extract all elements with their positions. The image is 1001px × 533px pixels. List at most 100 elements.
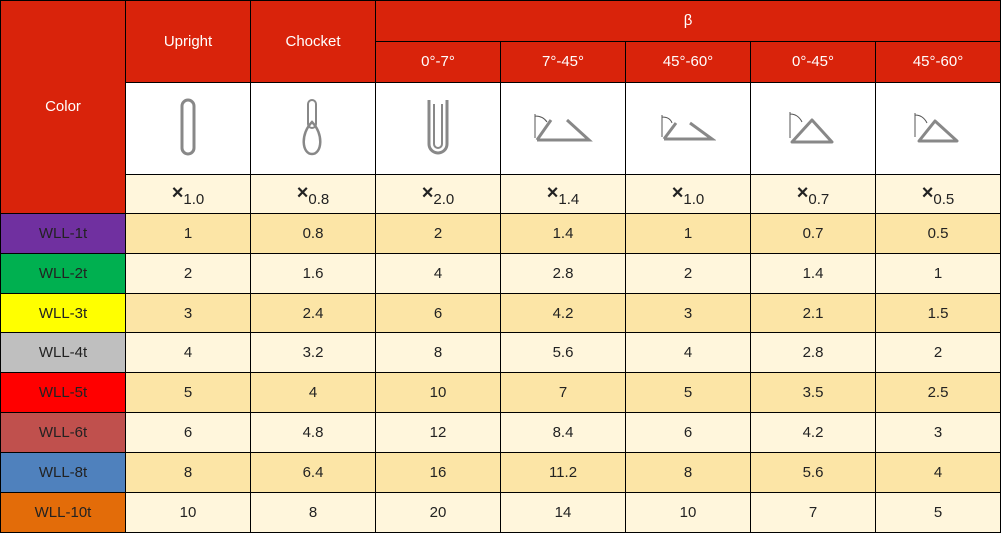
basket-angle-45-60-icon <box>625 81 751 175</box>
wll-label: WLL-4t <box>0 332 126 374</box>
wll-value: 2.8 <box>500 252 626 294</box>
wll-value: 16 <box>375 452 501 494</box>
wll-value: 4.2 <box>500 292 626 334</box>
multiply-icon: × <box>546 182 559 205</box>
wll-value: 2 <box>625 252 751 294</box>
table-row: WLL-10t 10 8 20 14 10 7 5 <box>0 492 1001 533</box>
multiplier-value: 0.8 <box>308 191 330 209</box>
wll-label: WLL-1t <box>0 212 126 254</box>
wll-label: WLL-3t <box>0 292 126 334</box>
wll-value: 8 <box>625 452 751 494</box>
table-row: WLL-3t 3 2.4 6 4.2 3 2.1 1.5 <box>0 292 1001 334</box>
upright-header: Upright <box>125 0 251 83</box>
table-row: WLL-4t 4 3.2 8 5.6 4 2.8 2 <box>0 332 1001 374</box>
basket-vertical-icon <box>375 81 501 175</box>
wll-value: 5.6 <box>750 452 876 494</box>
triangle-angle-0-45-icon <box>750 81 876 175</box>
multiplier-value: 0.7 <box>808 191 830 209</box>
wll-value: 1 <box>625 212 751 254</box>
wll-value: 2 <box>874 332 1001 374</box>
upright-loop-icon <box>125 81 251 175</box>
multiplier-value: 2.0 <box>433 191 455 209</box>
wll-value: 8 <box>250 492 376 533</box>
wll-value: 1.4 <box>750 252 876 294</box>
wll-value: 20 <box>375 492 501 533</box>
wll-value: 3 <box>874 412 1001 454</box>
wll-value: 12 <box>375 412 501 454</box>
wll-value: 2.4 <box>250 292 376 334</box>
wll-label: WLL-5t <box>0 372 126 414</box>
wll-label: WLL-2t <box>0 252 126 294</box>
wll-value: 2 <box>375 212 501 254</box>
wll-label: WLL-6t <box>0 412 126 454</box>
wll-value: 8 <box>375 332 501 374</box>
multiplier-cell: ×1.4 <box>500 173 626 214</box>
wll-value: 10 <box>125 492 251 533</box>
wll-value: 3.2 <box>250 332 376 374</box>
wll-label: WLL-10t <box>0 492 126 533</box>
color-header: Color <box>0 0 126 214</box>
wll-value: 7 <box>750 492 876 533</box>
wll-value: 10 <box>625 492 751 533</box>
wll-value: 6.4 <box>250 452 376 494</box>
multiplier-value: 0.5 <box>933 191 955 209</box>
multiplier-value: 1.4 <box>558 191 580 209</box>
multiplier-cell: ×0.7 <box>750 173 876 214</box>
wll-value: 2.5 <box>874 372 1001 414</box>
multiply-icon: × <box>171 182 184 205</box>
table-row: WLL-1t 1 0.8 2 1.4 1 0.7 0.5 <box>0 212 1001 254</box>
table-row: WLL-2t 2 1.6 4 2.8 2 1.4 1 <box>0 252 1001 294</box>
wll-value: 6 <box>625 412 751 454</box>
wll-value: 2.8 <box>750 332 876 374</box>
wll-value: 0.7 <box>750 212 876 254</box>
wll-value: 10 <box>375 372 501 414</box>
wll-value: 4.2 <box>750 412 876 454</box>
wll-value: 4 <box>250 372 376 414</box>
multiply-icon: × <box>796 182 809 205</box>
wll-value: 5 <box>125 372 251 414</box>
wll-value: 3 <box>125 292 251 334</box>
wll-value: 1.5 <box>874 292 1001 334</box>
beta-header: β <box>374 0 1001 42</box>
wll-label: WLL-8t <box>0 452 126 494</box>
basket-angle-7-45-icon <box>500 81 626 175</box>
angle-header: 45°-60° <box>874 40 1001 83</box>
table-row: WLL-6t 6 4.8 12 8.4 6 4.2 3 <box>0 412 1001 454</box>
chocket-header: Chocket <box>250 0 376 83</box>
wll-value: 1 <box>874 252 1001 294</box>
wll-value: 5 <box>625 372 751 414</box>
wll-value: 1.6 <box>250 252 376 294</box>
wll-value: 5 <box>874 492 1001 533</box>
wll-value: 2.1 <box>750 292 876 334</box>
wll-value: 4 <box>375 252 501 294</box>
wll-value: 14 <box>500 492 626 533</box>
wll-value: 7 <box>500 372 626 414</box>
triangle-angle-45-60-icon <box>874 81 1001 175</box>
wll-value: 4 <box>125 332 251 374</box>
wll-value: 6 <box>125 412 251 454</box>
wll-value: 1.4 <box>500 212 626 254</box>
choker-hitch-icon <box>250 81 376 175</box>
wll-value: 3 <box>625 292 751 334</box>
wll-value: 4 <box>874 452 1001 494</box>
multiplier-cell: ×0.8 <box>250 173 376 214</box>
wll-value: 5.6 <box>500 332 626 374</box>
wll-value: 8 <box>125 452 251 494</box>
wll-value: 4 <box>625 332 751 374</box>
angle-header: 7°-45° <box>500 40 626 83</box>
table-row: WLL-5t 5 4 10 7 5 3.5 2.5 <box>0 372 1001 414</box>
wll-value: 8.4 <box>500 412 626 454</box>
wll-value: 6 <box>375 292 501 334</box>
angle-header: 45°-60° <box>625 40 751 83</box>
multiply-icon: × <box>296 182 309 205</box>
wll-value: 11.2 <box>500 452 626 494</box>
multiplier-value: 1.0 <box>183 191 205 209</box>
table-row: WLL-8t 8 6.4 16 11.2 8 5.6 4 <box>0 452 1001 494</box>
angle-header: 0°-7° <box>375 40 501 83</box>
multiplier-cell: ×1.0 <box>625 173 751 214</box>
angle-header: 0°-45° <box>750 40 876 83</box>
multiply-icon: × <box>671 182 684 205</box>
wll-value: 4.8 <box>250 412 376 454</box>
multiplier-cell: ×0.5 <box>874 173 1001 214</box>
